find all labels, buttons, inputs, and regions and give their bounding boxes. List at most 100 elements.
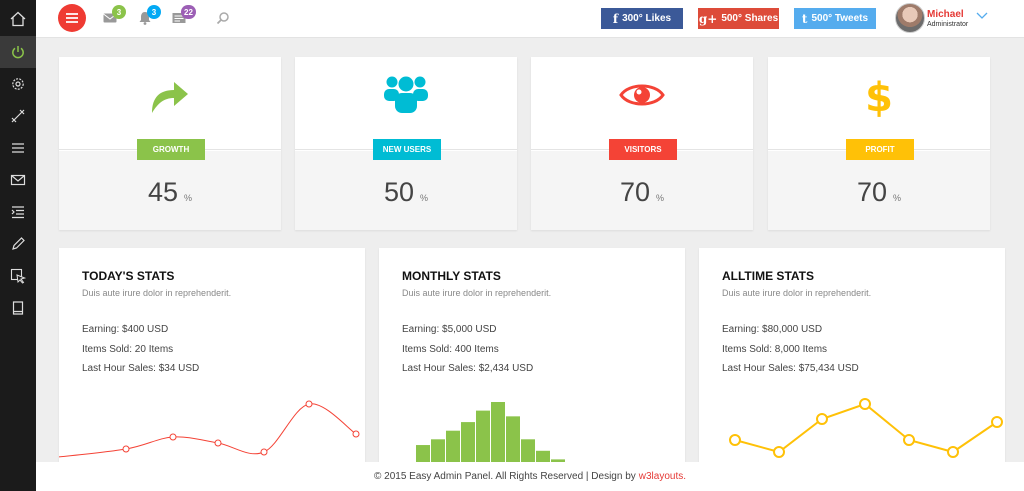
menu-toggle-button[interactable] xyxy=(58,4,86,32)
panel-subtitle: Duis aute irure dolor in reprehenderit. xyxy=(402,288,552,298)
user-role: Administrator xyxy=(927,21,969,28)
mail-icon xyxy=(10,174,26,186)
sidebar-item-home[interactable] xyxy=(0,3,36,35)
user-avatar[interactable] xyxy=(895,3,925,33)
data-point xyxy=(729,434,741,446)
items-sold-text: Items Sold: 20 Items xyxy=(82,344,174,355)
alltime-stats-panel: Alltime Stats Duis aute irure dolor in r… xyxy=(699,248,1005,468)
twitter-icon: t xyxy=(801,11,808,26)
bar xyxy=(461,422,475,468)
bar xyxy=(431,439,445,468)
earning-text: Earning: $5,000 USD xyxy=(402,324,497,335)
last-hour-sales-text: Last Hour Sales: $2,434 USD xyxy=(402,363,534,374)
svg-text:$: $ xyxy=(865,75,893,117)
bar xyxy=(521,439,535,468)
last-hour-sales-text: Last Hour Sales: $75,434 USD xyxy=(722,363,859,374)
sidebar-item-indent[interactable] xyxy=(0,196,36,228)
growth-label: Growth xyxy=(137,139,205,160)
data-point xyxy=(214,439,222,447)
page-footer: © 2015 Easy Admin Panel. All Rights Rese… xyxy=(36,462,1024,491)
panel-title: Today's Stats xyxy=(82,269,175,283)
user-name[interactable]: Michael xyxy=(927,9,964,20)
data-point xyxy=(352,430,360,438)
visitors-card: Visitors 70% xyxy=(531,57,753,230)
monthly-stats-panel: Monthly Stats Duis aute irure dolor in r… xyxy=(379,248,685,468)
monthly-bar-chart xyxy=(401,402,565,468)
chevron-down-icon[interactable] xyxy=(976,12,988,20)
power-icon xyxy=(12,46,24,59)
visitors-label: Visitors xyxy=(609,139,677,160)
panel-title: Alltime Stats xyxy=(722,269,814,283)
messages-count-badge: 22 xyxy=(181,5,196,19)
twitter-tweets-button[interactable]: t 500° Tweets xyxy=(794,8,876,29)
sidebar-item-tools[interactable] xyxy=(0,100,36,132)
series-line xyxy=(59,403,357,458)
list-icon xyxy=(12,143,24,153)
panel-subtitle: Duis aute irure dolor in reprehenderit. xyxy=(722,288,872,298)
data-point xyxy=(260,448,268,456)
top-header: 3 3 22 f 300° Likes g+ 500° Shares t 500… xyxy=(36,0,1024,38)
sidebar-item-list[interactable] xyxy=(0,132,36,164)
twitter-tweets-label: 500° Tweets xyxy=(811,13,869,24)
sidebar-item-mail[interactable] xyxy=(0,164,36,196)
eye-icon xyxy=(619,84,665,106)
earning-text: Earning: $400 USD xyxy=(82,324,169,335)
data-point xyxy=(305,400,313,408)
sidebar-item-power[interactable] xyxy=(0,36,36,68)
mail-count-badge: 3 xyxy=(112,5,126,19)
home-icon xyxy=(10,11,26,27)
data-point xyxy=(947,446,959,458)
gear-icon xyxy=(12,78,24,90)
profit-card: $ Profit 70% xyxy=(768,57,990,230)
cursor-icon xyxy=(10,268,26,284)
sidebar-item-settings[interactable] xyxy=(0,68,36,100)
panel-title: Monthly Stats xyxy=(402,269,501,283)
bell-notification[interactable]: 3 xyxy=(138,5,161,27)
dollar-icon: $ xyxy=(865,75,893,117)
data-point xyxy=(169,433,177,441)
data-point xyxy=(773,446,785,458)
sidebar-item-cursor[interactable] xyxy=(0,260,36,292)
bar xyxy=(476,410,490,468)
bell-count-badge: 3 xyxy=(147,5,161,19)
new-users-value: 50% xyxy=(383,177,429,207)
earning-text: Earning: $80,000 USD xyxy=(722,324,823,335)
panel-subtitle: Duis aute irure dolor in reprehenderit. xyxy=(82,288,232,298)
pencil-icon xyxy=(12,237,25,250)
visitors-value: 70% xyxy=(619,177,665,207)
data-point xyxy=(991,416,1003,428)
growth-card: Growth 45% xyxy=(59,57,281,230)
items-sold-text: Items Sold: 8,000 Items xyxy=(722,344,828,355)
hamburger-icon xyxy=(66,13,78,23)
series-line xyxy=(734,402,998,454)
share-arrow-icon xyxy=(152,82,188,113)
new-users-label: New Users xyxy=(373,139,441,160)
bar xyxy=(506,416,520,468)
search-button[interactable] xyxy=(216,11,234,27)
sidebar-item-book[interactable] xyxy=(0,292,36,324)
bar xyxy=(446,430,460,468)
growth-value: 45% xyxy=(147,177,193,207)
data-point xyxy=(122,445,130,453)
sidebar xyxy=(0,0,36,491)
google-shares-label: 500° Shares xyxy=(721,13,779,24)
messages-notification[interactable]: 22 xyxy=(172,5,196,27)
profit-value: 70% xyxy=(856,177,902,207)
footer-link[interactable]: w3layouts. xyxy=(638,471,687,482)
bar xyxy=(491,402,505,468)
items-sold-text: Items Sold: 400 Items xyxy=(402,344,499,355)
mail-notification[interactable]: 3 xyxy=(103,5,126,27)
indent-icon xyxy=(11,206,24,219)
search-icon xyxy=(216,12,229,25)
data-point xyxy=(903,434,915,446)
today-line-chart xyxy=(59,400,360,458)
facebook-icon: f xyxy=(612,11,619,26)
sidebar-item-edit[interactable] xyxy=(0,228,36,260)
google-shares-button[interactable]: g+ 500° Shares xyxy=(698,8,779,29)
facebook-likes-label: 300° Likes xyxy=(622,13,672,24)
facebook-likes-button[interactable]: f 300° Likes xyxy=(601,8,683,29)
todays-stats-panel: Today's Stats Duis aute irure dolor in r… xyxy=(59,248,365,468)
users-icon xyxy=(384,76,428,113)
last-hour-sales-text: Last Hour Sales: $34 USD xyxy=(82,363,200,374)
new-users-card: New Users 50% xyxy=(295,57,517,230)
